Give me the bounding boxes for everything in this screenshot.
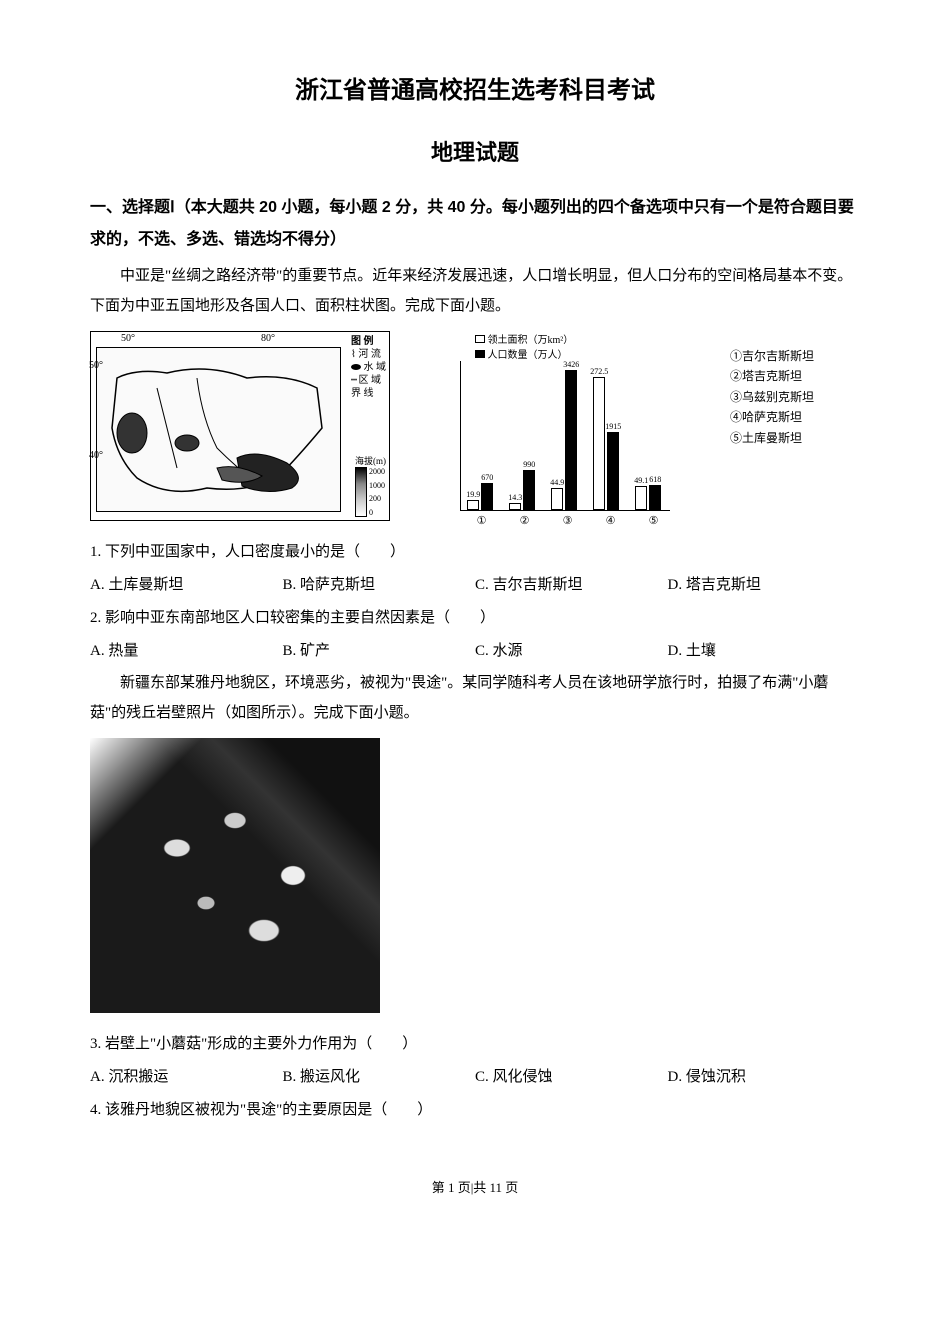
q1-opt-a: A. 土库曼斯坦 xyxy=(90,569,283,602)
legend-title: 图 例 xyxy=(351,335,386,348)
area-bar-1 xyxy=(467,500,479,510)
pop-label-5: 618 xyxy=(640,475,670,484)
elev-bar xyxy=(355,467,367,517)
pop-bar-2 xyxy=(523,470,535,510)
q2-opt-c: C. 水源 xyxy=(475,635,668,668)
x-5: ⑤ xyxy=(649,514,659,527)
chart-plot-area: 19.967014.399044.93426272.5191549.1618 xyxy=(460,361,670,511)
bar-group-4: 272.51915 xyxy=(593,377,619,510)
bar-group-5: 49.1618 xyxy=(635,485,661,510)
map-lat-40: 40° xyxy=(89,450,103,461)
q3-opt-c: C. 风化侵蚀 xyxy=(475,1061,668,1094)
map-lon-50: 50° xyxy=(121,333,135,344)
pop-bar-5 xyxy=(649,485,661,510)
q4-stem: 4. 该雅丹地貌区被视为"畏途"的主要原因是（ ） xyxy=(90,1094,860,1127)
country-list: ①吉尔吉斯斯坦 ②塔吉克斯坦 ③乌兹别克斯坦 ④哈萨克斯坦 ⑤土库曼斯坦 xyxy=(730,331,860,448)
q2-stem: 2. 影响中亚东南部地区人口较密集的主要自然因素是（ ） xyxy=(90,602,860,635)
country-1: ①吉尔吉斯斯坦 xyxy=(730,346,860,366)
x-3: ③ xyxy=(563,514,573,527)
pop-label-2: 990 xyxy=(514,460,544,469)
elev-1000: 1000 xyxy=(369,481,385,490)
q3-stem: 3. 岩壁上"小蘑菇"形成的主要外力作用为（ ） xyxy=(90,1028,860,1061)
pop-bar-3 xyxy=(565,370,577,510)
legend-water: 水 域 xyxy=(351,361,386,374)
area-bar-2 xyxy=(509,503,521,510)
q1-opt-d: D. 塔吉克斯坦 xyxy=(668,569,861,602)
elev-0: 0 xyxy=(369,508,385,517)
passage-1: 中亚是"丝绸之路经济带"的重要节点。近年来经济发展迅速，人口增长明显，但人口分布… xyxy=(90,261,860,321)
q3-options: A. 沉积搬运 B. 搬运风化 C. 风化侵蚀 D. 侵蚀沉积 xyxy=(90,1061,860,1094)
pop-label-4: 1915 xyxy=(598,422,628,431)
chart-x-labels: ① ② ③ ④ ⑤ xyxy=(460,514,675,527)
q1-stem: 1. 下列中亚国家中，人口密度最小的是（ ） xyxy=(90,536,860,569)
country-2: ②塔吉克斯坦 xyxy=(730,366,860,386)
area-bar-5 xyxy=(635,486,647,510)
legend-river: ⌇ 河 流 xyxy=(351,348,386,361)
legend-area: 领土面积（万km²） xyxy=(475,335,573,346)
map-svg xyxy=(97,348,342,513)
country-4: ④哈萨克斯坦 xyxy=(730,407,860,427)
legend-pop: 人口数量（万人） xyxy=(475,350,568,361)
area-label-4: 272.5 xyxy=(584,367,614,376)
q2-options: A. 热量 B. 矿产 C. 水源 D. 土壤 xyxy=(90,635,860,668)
map-inner xyxy=(96,347,341,512)
bar-group-2: 14.3990 xyxy=(509,470,535,510)
pop-label-1: 670 xyxy=(472,473,502,482)
passage-2: 新疆东部某雅丹地貌区，环境恶劣，被视为"畏途"。某同学随科考人员在该地研学旅行时… xyxy=(90,668,860,728)
q1-opt-b: B. 哈萨克斯坦 xyxy=(283,569,476,602)
country-3: ③乌兹别克斯坦 xyxy=(730,387,860,407)
area-bar-3 xyxy=(551,488,563,510)
elev-2000: 2000 xyxy=(369,467,385,476)
sub-title: 地理试题 xyxy=(90,135,860,167)
main-title: 浙江省普通高校招生选考科目考试 xyxy=(90,70,860,105)
q3-opt-b: B. 搬运风化 xyxy=(283,1061,476,1094)
pop-bar-4 xyxy=(607,432,619,510)
x-2: ② xyxy=(520,514,530,527)
q3-opt-a: A. 沉积搬运 xyxy=(90,1061,283,1094)
map-figure: 50° 80° 50° 40° 图 例 ⌇ 河 流 水 域 ┅ 区 域 界 线 … xyxy=(90,331,390,521)
area-label-2: 14.3 xyxy=(500,493,530,502)
elev-200: 200 xyxy=(369,494,385,503)
section-1-title: 一、选择题Ⅰ（本大题共 20 小题，每小题 2 分，共 40 分。每小题列出的四… xyxy=(90,192,860,256)
bar-group-1: 19.9670 xyxy=(467,483,493,510)
legend-border: ┅ 区 域 界 线 xyxy=(351,374,386,400)
elev-title: 海拔(m) xyxy=(355,454,386,467)
elev-legend: 海拔(m) 2000 1000 200 0 xyxy=(355,454,386,517)
bar-chart: 领土面积（万km²） 人口数量（万人） 19.967014.399044.934… xyxy=(445,331,675,521)
q2-opt-b: B. 矿产 xyxy=(283,635,476,668)
photo-texture xyxy=(90,738,380,1013)
q2-opt-a: A. 热量 xyxy=(90,635,283,668)
x-4: ④ xyxy=(606,514,616,527)
country-5: ⑤土库曼斯坦 xyxy=(730,428,860,448)
pop-label-3: 3426 xyxy=(556,360,586,369)
q3-opt-d: D. 侵蚀沉积 xyxy=(668,1061,861,1094)
q2-opt-d: D. 土壤 xyxy=(668,635,861,668)
q1-opt-c: C. 吉尔吉斯斯坦 xyxy=(475,569,668,602)
bar-group-3: 44.93426 xyxy=(551,370,577,510)
chart-legend: 领土面积（万km²） 人口数量（万人） xyxy=(445,331,675,361)
area-label-1: 19.9 xyxy=(458,490,488,499)
map-lon-80: 80° xyxy=(261,333,275,344)
map-lat-50: 50° xyxy=(89,360,103,371)
page-footer: 第 1 页|共 11 页 xyxy=(90,1177,860,1196)
area-bar-4 xyxy=(593,377,605,510)
figure-row-1: 50° 80° 50° 40° 图 例 ⌇ 河 流 水 域 ┅ 区 域 界 线 … xyxy=(90,331,860,521)
x-1: ① xyxy=(477,514,487,527)
area-label-3: 44.9 xyxy=(542,478,572,487)
map-legend: 图 例 ⌇ 河 流 水 域 ┅ 区 域 界 线 xyxy=(351,335,386,400)
q1-options: A. 土库曼斯坦 B. 哈萨克斯坦 C. 吉尔吉斯斯坦 D. 塔吉克斯坦 xyxy=(90,569,860,602)
yadan-photo xyxy=(90,738,380,1013)
